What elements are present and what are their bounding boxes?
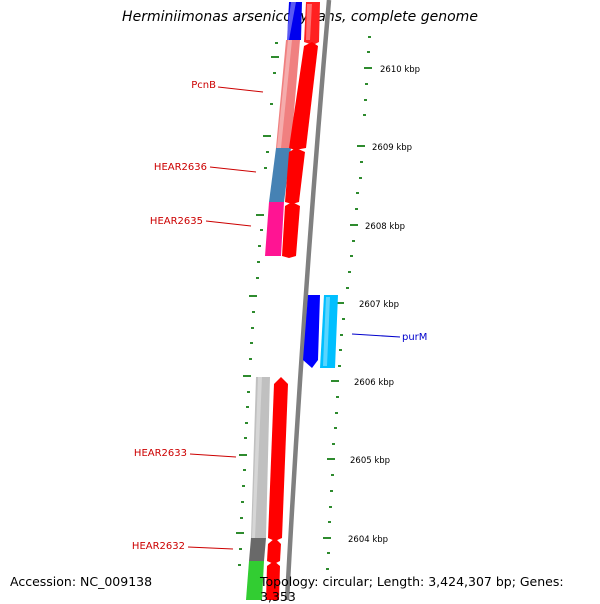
gene-block-top-blue[interactable] — [287, 2, 302, 40]
leader-hear2632 — [187, 546, 234, 550]
gene-arrow-top[interactable] — [304, 2, 320, 45]
inner-track — [246, 2, 302, 600]
gene-arrow-pcnb[interactable] — [289, 42, 318, 150]
leader-hear2633 — [189, 453, 237, 458]
tick-label-2607: 2607 kbp — [359, 300, 399, 310]
gene-arrow-purm-dark[interactable] — [303, 295, 320, 368]
gene-label-hear2632: HEAR2632 — [132, 541, 185, 552]
leader-hear2636 — [209, 166, 257, 173]
gene-arrow-hear2635[interactable] — [282, 202, 300, 258]
gene-arrows — [266, 2, 338, 600]
gene-label-pcnb: PcnB — [191, 80, 216, 91]
gene-block-bottom-green[interactable] — [246, 561, 264, 600]
tick-label-2609: 2609 kbp — [372, 143, 412, 153]
gene-label-hear2636: HEAR2636 — [154, 162, 207, 173]
gene-arrow-purm-light[interactable] — [320, 295, 338, 368]
leader-purm — [351, 333, 401, 338]
tick-label-2605: 2605 kbp — [350, 456, 390, 466]
gene-block-hear2633-track[interactable] — [251, 377, 270, 538]
leader-pcnb — [217, 86, 264, 93]
gene-block-pcnb-track[interactable] — [276, 40, 300, 148]
tick-label-2604: 2604 kbp — [348, 535, 388, 545]
gene-arrow-hear2632[interactable] — [267, 538, 281, 564]
tick-label-2610: 2610 kbp — [380, 65, 420, 75]
inner-ruler — [236, 42, 279, 566]
gene-label-purm: purM — [402, 332, 427, 343]
gene-arrow-hear2633[interactable] — [268, 377, 288, 541]
tick-label-group: 2610 kbp 2609 kbp 2608 kbp 2607 kbp 2606… — [348, 65, 420, 545]
gene-block-hear2632-track[interactable] — [249, 538, 266, 561]
accession-text: Accession: NC_009138 — [10, 574, 153, 589]
outer-ruler — [323, 36, 372, 570]
leader-hear2635 — [205, 220, 252, 227]
highlight-layer — [252, 2, 330, 538]
tick-label-2608: 2608 kbp — [365, 222, 405, 232]
gene-block-hear2635-track[interactable] — [265, 202, 284, 256]
gene-arrow-bottom[interactable] — [266, 561, 280, 600]
gene-block-hear2636-track[interactable] — [269, 148, 291, 202]
gene-label-group: PcnB HEAR2636 HEAR2635 purM HEAR2633 HEA… — [132, 80, 428, 552]
genome-backbone — [284, 0, 332, 600]
gene-label-hear2633: HEAR2633 — [134, 448, 187, 459]
gene-arrow-hear2636[interactable] — [285, 148, 305, 204]
label-leaders — [187, 86, 401, 550]
tick-label-2606: 2606 kbp — [354, 378, 394, 388]
gene-label-hear2635: HEAR2635 — [150, 216, 203, 227]
